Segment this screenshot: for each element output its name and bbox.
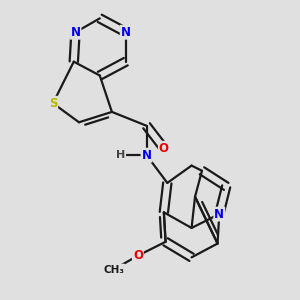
Text: O: O bbox=[159, 142, 169, 155]
Text: O: O bbox=[133, 249, 143, 262]
Text: CH₃: CH₃ bbox=[103, 265, 124, 275]
Text: S: S bbox=[49, 97, 57, 110]
Text: N: N bbox=[142, 149, 152, 162]
Text: N: N bbox=[70, 26, 80, 39]
Text: H: H bbox=[116, 150, 125, 160]
Text: N: N bbox=[121, 26, 131, 39]
Text: N: N bbox=[214, 208, 224, 220]
